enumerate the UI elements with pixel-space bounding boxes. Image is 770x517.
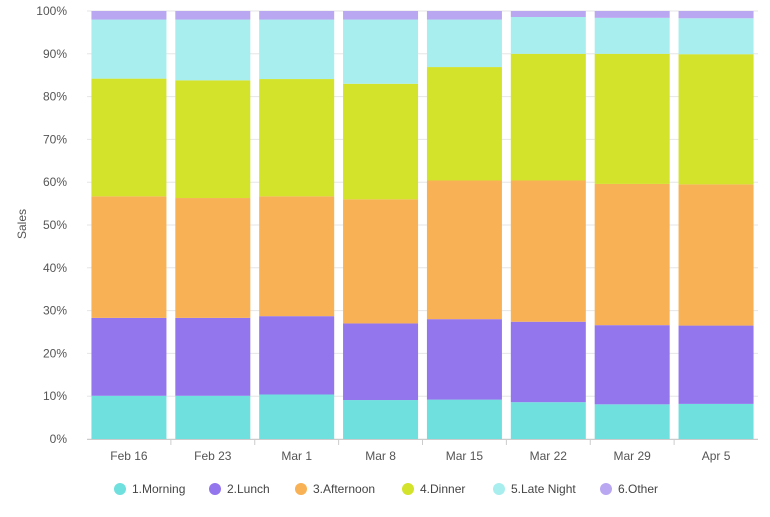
x-tick-label: Mar 29 [614, 449, 652, 463]
x-tick-label: Mar 1 [281, 449, 312, 463]
legend-label: 1.Morning [132, 482, 185, 496]
legend-item[interactable]: 2.Lunch [209, 482, 270, 496]
y-tick-label: 70% [43, 132, 67, 146]
bar-segment[interactable] [91, 317, 167, 396]
bar-segment[interactable] [259, 196, 335, 317]
legend-item[interactable]: 5.Late Night [493, 482, 576, 496]
bars [91, 11, 754, 439]
bar-segment[interactable] [426, 399, 502, 439]
legend-swatch [114, 483, 126, 495]
bar-segment[interactable] [426, 180, 502, 320]
bar-segment[interactable] [175, 19, 251, 81]
bar-segment[interactable] [678, 18, 754, 55]
bar-segment[interactable] [343, 83, 419, 200]
bar-segment[interactable] [343, 199, 419, 324]
x-tick-label: Mar 8 [365, 449, 396, 463]
legend-item[interactable]: 6.Other [600, 482, 658, 496]
bar-segment[interactable] [426, 11, 502, 20]
legend-item[interactable]: 1.Morning [114, 482, 185, 496]
y-tick-label: 60% [43, 175, 67, 189]
bar-segment[interactable] [91, 19, 167, 79]
legend-item[interactable]: 4.Dinner [402, 482, 465, 496]
legend-label: 4.Dinner [420, 482, 465, 496]
bar-segment[interactable] [175, 317, 251, 396]
x-tick-label: Feb 16 [110, 449, 148, 463]
bar-segment[interactable] [678, 325, 754, 404]
bar-segment[interactable] [175, 198, 251, 318]
bar-segment[interactable] [259, 394, 335, 439]
x-tick-label: Mar 22 [530, 449, 568, 463]
legend-swatch [493, 483, 505, 495]
bar-segment[interactable] [678, 403, 754, 439]
legend-swatch [600, 483, 612, 495]
bar-segment[interactable] [594, 53, 670, 184]
bar-segment[interactable] [510, 11, 586, 17]
x-tick-label: Mar 15 [446, 449, 484, 463]
y-tick-label: 100% [36, 4, 67, 18]
y-tick-label: 40% [43, 261, 67, 275]
bar-segment[interactable] [594, 183, 670, 326]
legend-label: 6.Other [618, 482, 658, 496]
legend-label: 5.Late Night [511, 482, 576, 496]
bar-segment[interactable] [91, 395, 167, 439]
axes: 0% 10% 20% 30% 40% 50% 60% 70% 80% 90% 100% Feb 16 F… [36, 4, 758, 463]
bar-segment[interactable] [510, 180, 586, 322]
legend-label: 3.Afternoon [313, 482, 375, 496]
bar-segment[interactable] [426, 67, 502, 181]
y-tick-label: 90% [43, 47, 67, 61]
bar-segment[interactable] [510, 402, 586, 439]
bar-segment[interactable] [91, 78, 167, 197]
y-tick-label: 30% [43, 304, 67, 318]
bar-segment[interactable] [678, 11, 754, 19]
bar-segment[interactable] [259, 316, 335, 395]
bar-segment[interactable] [91, 11, 167, 20]
bar-segment[interactable] [594, 404, 670, 439]
bar-segment[interactable] [510, 53, 586, 181]
y-tick-label: 80% [43, 90, 67, 104]
bar-segment[interactable] [259, 11, 335, 20]
legend-swatch [209, 483, 221, 495]
bar-segment[interactable] [594, 17, 670, 54]
bar-segment[interactable] [343, 11, 419, 20]
bar-segment[interactable] [343, 323, 419, 401]
legend-label: 2.Lunch [227, 482, 270, 496]
legend-swatch [402, 483, 414, 495]
bar-segment[interactable] [426, 319, 502, 400]
bar-segment[interactable] [426, 19, 502, 68]
legend-swatch [295, 483, 307, 495]
bar-segment[interactable] [259, 19, 335, 80]
legend-item[interactable]: 3.Afternoon [295, 482, 375, 496]
y-tick-label: 50% [43, 218, 67, 232]
bar-segment[interactable] [343, 400, 419, 439]
bar-segment[interactable] [175, 11, 251, 20]
y-axis-title: Sales [15, 209, 29, 239]
y-tick-label: 0% [50, 432, 68, 446]
bar-segment[interactable] [175, 395, 251, 439]
bar-segment[interactable] [91, 196, 167, 318]
bar-segment[interactable] [678, 184, 754, 326]
bar-segment[interactable] [175, 80, 251, 199]
bar-segment[interactable] [259, 79, 335, 197]
bar-segment[interactable] [510, 321, 586, 403]
bar-segment[interactable] [594, 11, 670, 18]
bar-segment[interactable] [594, 325, 670, 405]
y-tick-label: 10% [43, 389, 67, 403]
bar-segment[interactable] [343, 19, 419, 84]
y-tick-label: 20% [43, 346, 67, 360]
x-tick-label: Apr 5 [702, 449, 731, 463]
x-tick-label: Feb 23 [194, 449, 232, 463]
bar-segment[interactable] [510, 16, 586, 54]
bar-segment[interactable] [678, 54, 754, 185]
legend: 1.Morning 2.Lunch 3.Afternoon 4.Dinner 5.Lat… [114, 482, 658, 496]
